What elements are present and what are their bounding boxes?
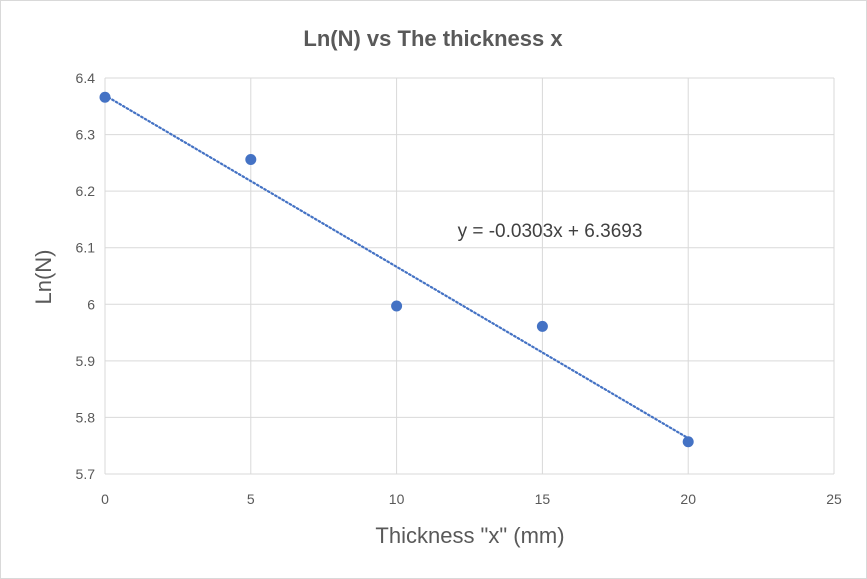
data-point <box>245 153 257 165</box>
x-tick-label: 20 <box>680 491 696 507</box>
data-point <box>536 320 548 332</box>
y-tick-label: 6.4 <box>76 70 96 86</box>
y-tick-label: 5.9 <box>76 353 96 369</box>
data-point <box>682 436 694 448</box>
gridlines <box>104 77 835 475</box>
x-tick-label: 0 <box>101 491 109 507</box>
chart-title: Ln(N) vs The thickness x <box>303 26 563 51</box>
y-axis-title: Ln(N) <box>31 249 56 304</box>
y-axis-ticks: 5.7 5.8 5.9 6 6.1 6.2 6.3 6.4 <box>76 70 96 482</box>
x-tick-label: 5 <box>247 491 255 507</box>
x-axis-title: Thickness "x" (mm) <box>375 523 564 548</box>
x-axis-ticks: 0 5 10 15 20 25 <box>101 491 842 507</box>
y-tick-label: 5.8 <box>76 409 96 425</box>
data-point <box>391 300 403 312</box>
trendline-equation: y = -0.0303x + 6.3693 <box>458 221 643 242</box>
data-point <box>99 91 111 103</box>
y-tick-label: 6.2 <box>76 183 96 199</box>
data-points <box>99 91 694 448</box>
trendline-group <box>103 94 690 440</box>
y-tick-label: 6 <box>87 296 95 312</box>
x-tick-label: 10 <box>389 491 405 507</box>
y-tick-label: 6.1 <box>76 240 96 256</box>
y-tick-label: 5.7 <box>76 466 96 482</box>
x-tick-label: 15 <box>535 491 551 507</box>
x-tick-label: 25 <box>826 491 842 507</box>
y-tick-label: 6.3 <box>76 127 96 143</box>
trendline <box>103 94 690 440</box>
